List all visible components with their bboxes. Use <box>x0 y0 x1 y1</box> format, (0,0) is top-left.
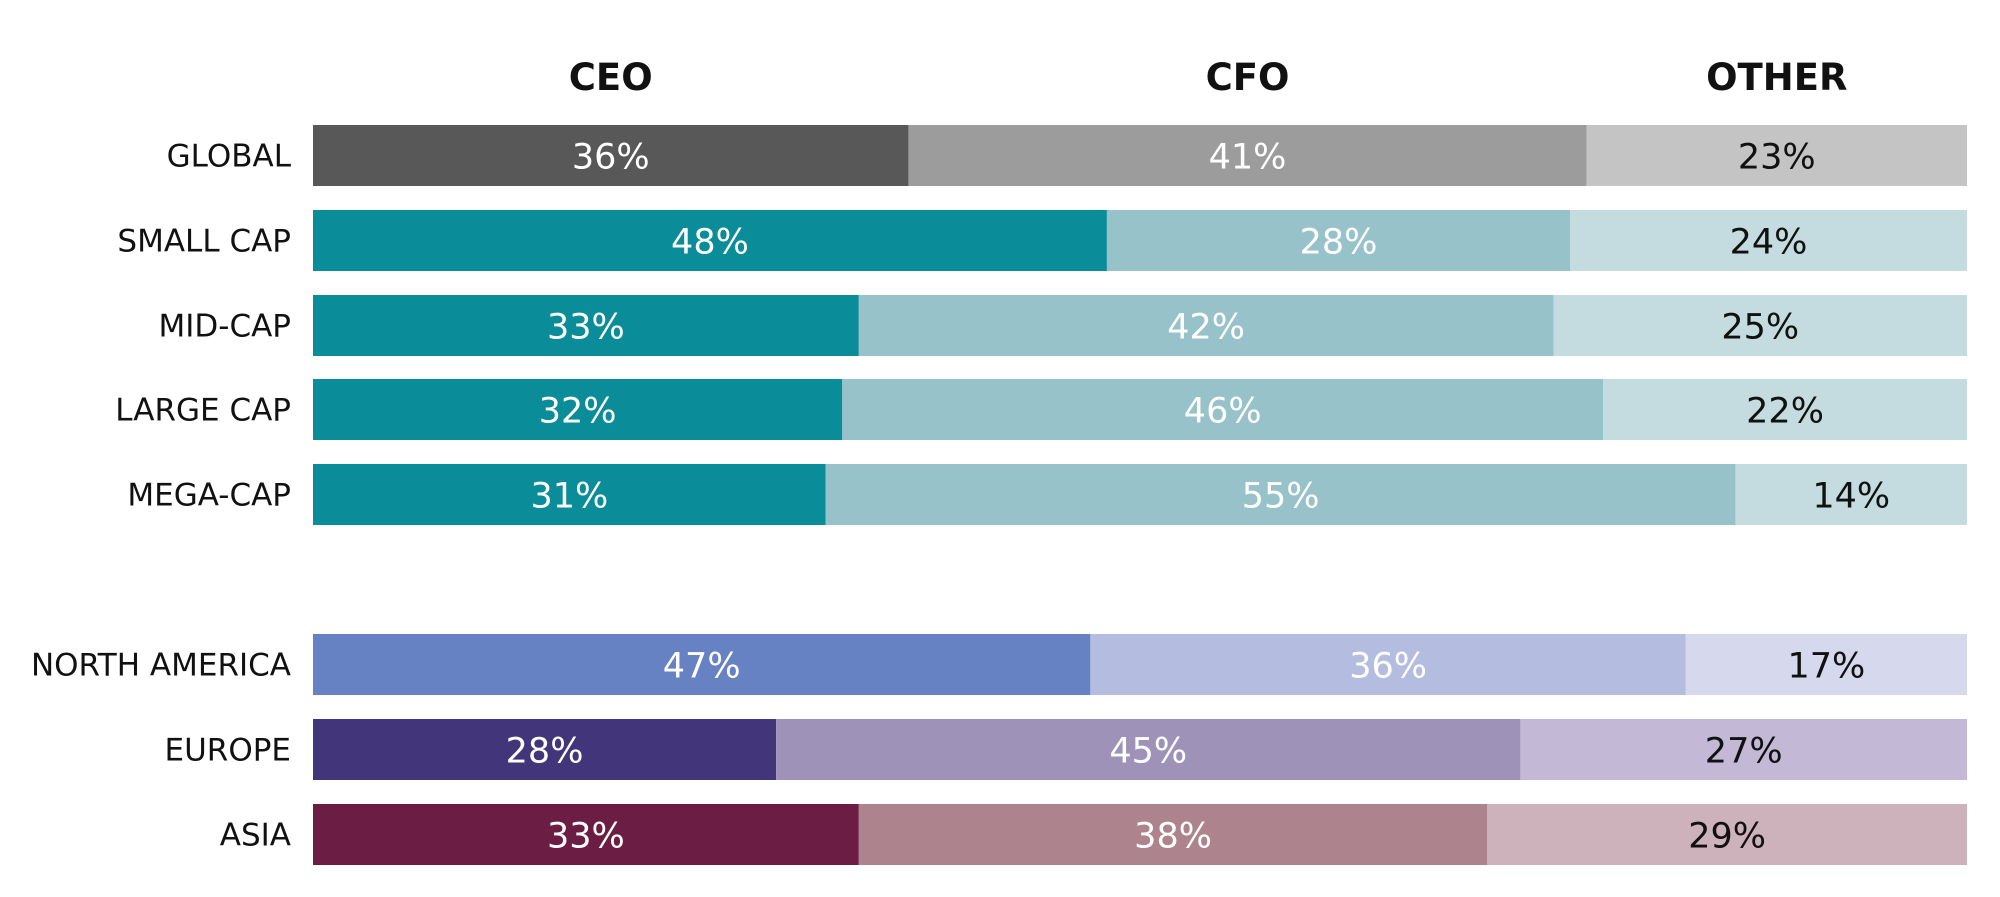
bar-segment-ceo <box>313 804 859 865</box>
bar-segment-other <box>1735 464 1967 525</box>
bar-segment-cfo <box>858 804 1488 865</box>
data-label: 28% <box>506 732 584 772</box>
data-label: 28% <box>1300 223 1378 263</box>
bar-segment-ceo <box>313 464 826 525</box>
row-label: EUROPE <box>165 733 292 769</box>
bar-segment-other <box>1586 125 1967 186</box>
bar-segment-cfo <box>842 379 1604 440</box>
bar-row-north-america: NORTH AMERICA 47% 36% 17% <box>31 634 1967 695</box>
bar-segment-other <box>1487 804 1967 865</box>
bar-row-mega-cap: MEGA-CAP 31% 55% 14% <box>127 464 1967 525</box>
row-label: LARGE CAP <box>115 393 291 429</box>
data-label: 17% <box>1788 647 1866 687</box>
column-header-cfo: CFO <box>1206 56 1290 99</box>
row-label: MID-CAP <box>159 309 292 345</box>
data-label: 42% <box>1167 308 1245 348</box>
bar-row-small-cap: SMALL CAP 48% 28% 24% <box>117 210 1967 271</box>
data-label: 45% <box>1109 732 1187 772</box>
data-label: 33% <box>547 817 625 857</box>
bar-segment-ceo <box>313 634 1091 695</box>
data-label: 46% <box>1184 392 1262 432</box>
bar-row-large-cap: LARGE CAP 32% 46% 22% <box>115 379 1967 440</box>
data-label: 41% <box>1209 138 1287 178</box>
data-label: 31% <box>530 477 608 517</box>
row-label: NORTH AMERICA <box>31 648 291 684</box>
bar-segment-other <box>1603 379 1967 440</box>
data-label: 33% <box>547 308 625 348</box>
bar-rows: GLOBAL 36% 41% 23% SMALL CAP 48% 28% 24% MID-CAP… <box>31 125 1967 865</box>
data-label: 48% <box>671 223 749 263</box>
bar-segment-cfo <box>1090 634 1686 695</box>
data-label: 27% <box>1705 732 1783 772</box>
bar-segment-ceo <box>313 210 1107 271</box>
bar-segment-cfo <box>908 125 1587 186</box>
data-label: 29% <box>1688 817 1766 857</box>
data-label: 24% <box>1730 223 1808 263</box>
bar-segment-ceo <box>313 295 859 356</box>
data-label: 55% <box>1242 477 1320 517</box>
row-label: MEGA-CAP <box>127 478 291 514</box>
bar-row-europe: EUROPE 28% 45% 27% <box>165 719 1967 780</box>
data-label: 36% <box>1349 647 1427 687</box>
data-label: 14% <box>1812 477 1890 517</box>
bar-segment-cfo <box>1106 210 1571 271</box>
bar-row-global: GLOBAL 36% 41% 23% <box>167 125 1967 186</box>
data-label: 23% <box>1738 138 1816 178</box>
bar-segment-other <box>1570 210 1967 271</box>
bar-row-asia: ASIA 33% 38% 29% <box>220 804 1967 865</box>
data-label: 36% <box>572 138 650 178</box>
data-label: 38% <box>1134 817 1212 857</box>
bar-segment-ceo <box>313 379 843 440</box>
row-label: SMALL CAP <box>117 224 291 260</box>
bar-segment-other <box>1553 295 1967 356</box>
column-header-other: OTHER <box>1706 56 1847 99</box>
bar-segment-other <box>1685 634 1967 695</box>
bar-segment-ceo <box>313 125 909 186</box>
bar-segment-cfo <box>825 464 1736 525</box>
data-label: 32% <box>539 392 617 432</box>
row-label: GLOBAL <box>167 139 292 175</box>
bar-segment-other <box>1520 719 1967 780</box>
column-header-ceo: CEO <box>569 56 653 99</box>
bar-row-mid-cap: MID-CAP 33% 42% 25% <box>159 295 1967 356</box>
data-label: 25% <box>1721 308 1799 348</box>
bar-segment-cfo <box>858 295 1554 356</box>
data-label: 22% <box>1746 392 1824 432</box>
row-label: ASIA <box>220 818 291 854</box>
data-label: 47% <box>663 647 741 687</box>
bar-segment-cfo <box>776 719 1521 780</box>
bar-segment-ceo <box>313 719 777 780</box>
column-headers: CEO CFO OTHER <box>569 56 1848 99</box>
